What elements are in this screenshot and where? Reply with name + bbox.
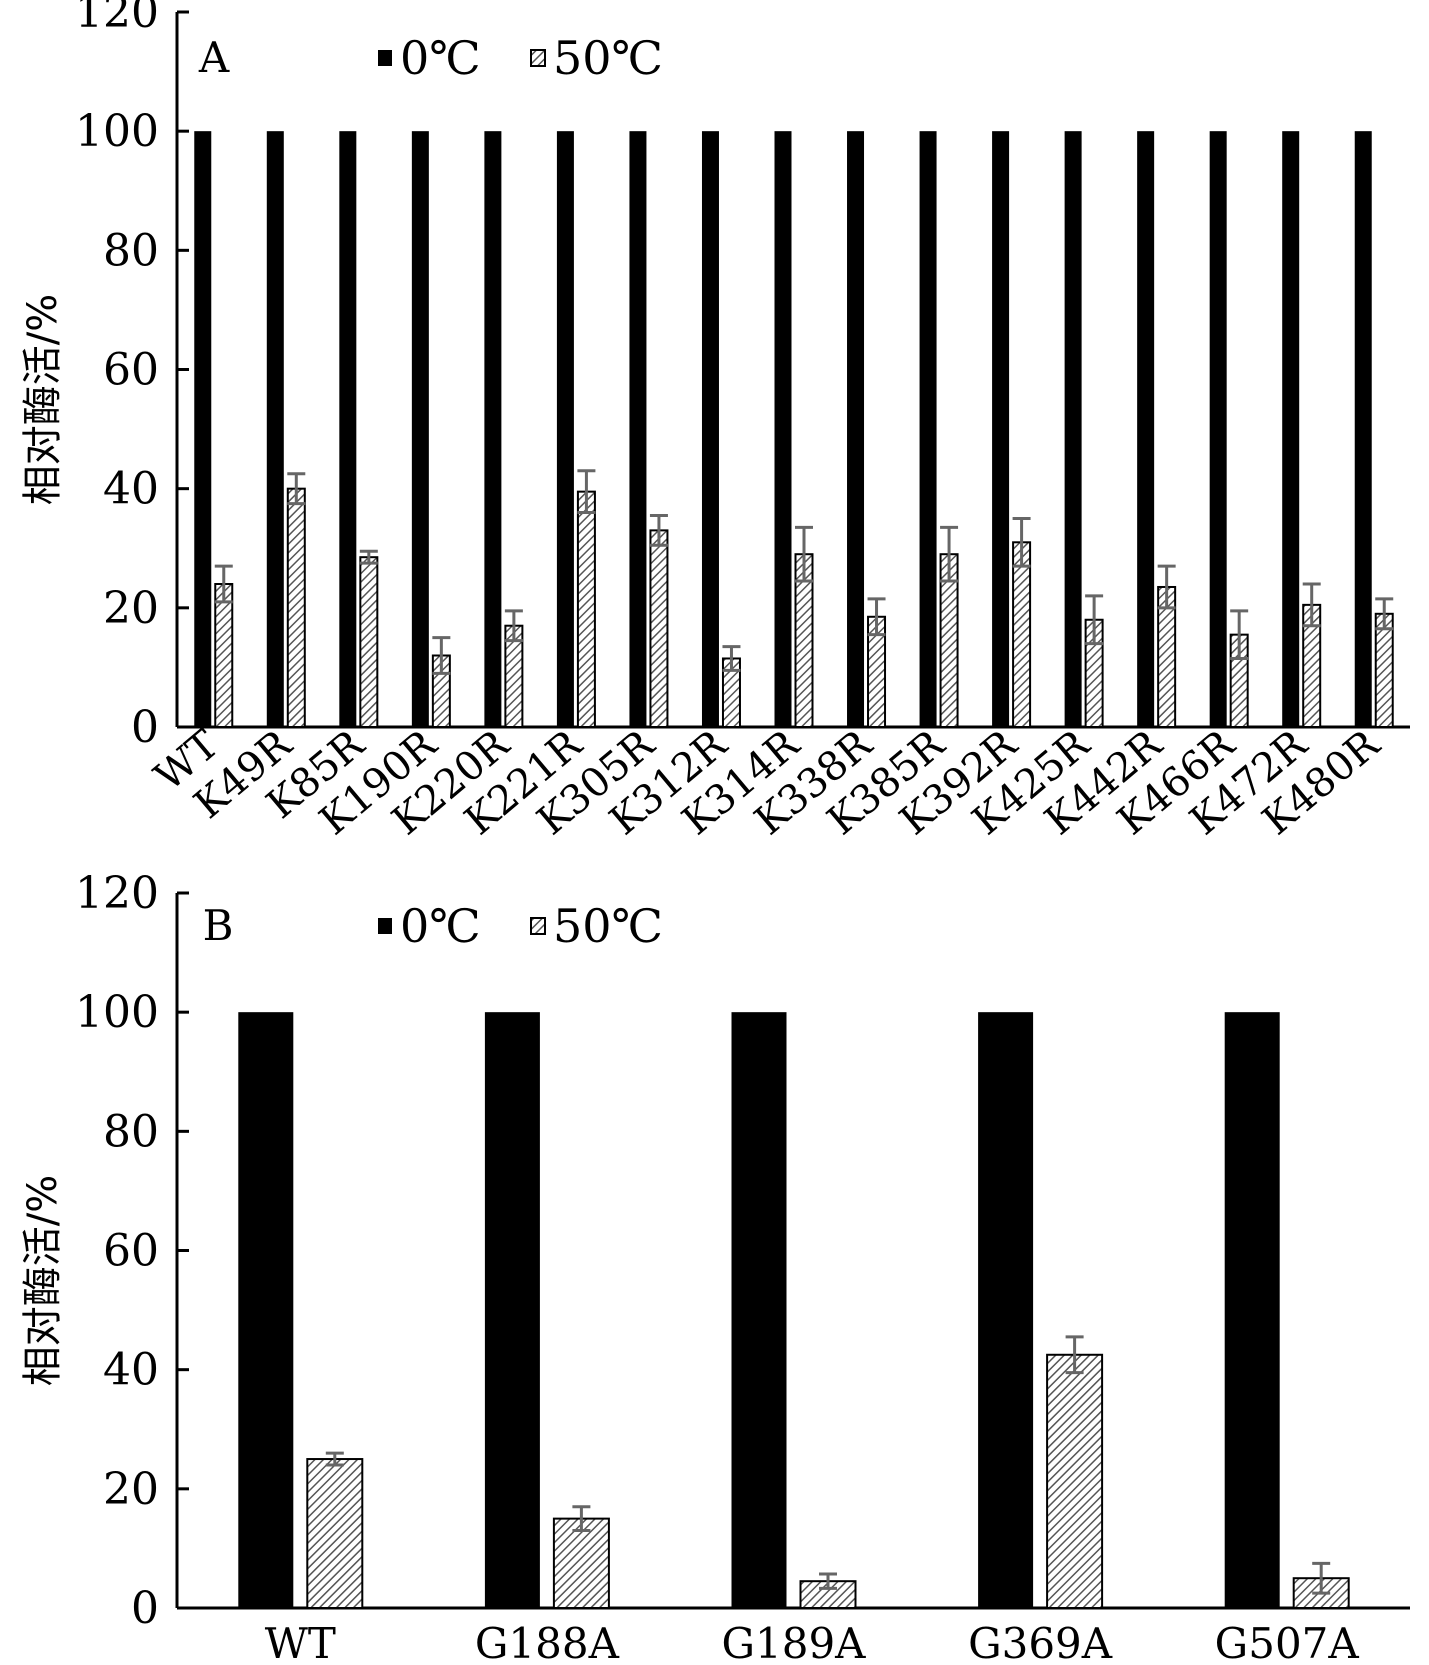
y-tick-label: 40 xyxy=(103,1345,159,1396)
bar xyxy=(339,131,357,727)
bar xyxy=(1354,131,1372,727)
legend-swatch xyxy=(378,918,392,934)
bar xyxy=(214,583,234,728)
bar xyxy=(1012,541,1032,729)
chart-panel-b: 0 20 40 60 80 100 120 相对酶活/% B 0℃ 50℃ WT G188A G189A G… xyxy=(20,868,1410,1665)
y-tick-label: 40 xyxy=(103,464,159,515)
bar xyxy=(978,1012,1034,1608)
y-tick-label: 60 xyxy=(103,345,159,396)
y-axis-title: 相对酶活/% xyxy=(20,1175,66,1386)
bar xyxy=(1046,1353,1104,1610)
legend-swatch xyxy=(530,49,546,67)
x-tick-label: WT xyxy=(265,1619,336,1665)
bar xyxy=(552,1517,610,1609)
y-tick-label: 80 xyxy=(103,1106,159,1157)
y-tick-label: 20 xyxy=(103,583,159,634)
bar xyxy=(1064,131,1082,727)
bar xyxy=(649,529,669,728)
legend-label: 50℃ xyxy=(553,31,663,85)
bar xyxy=(194,131,212,727)
bar xyxy=(286,487,306,728)
panel-label: A xyxy=(198,33,230,82)
bar xyxy=(306,1458,364,1609)
x-tick-label: G188A xyxy=(475,1619,620,1665)
y-tick-label: 80 xyxy=(103,225,159,276)
bar xyxy=(774,131,792,727)
x-tick-label: G507A xyxy=(1215,1619,1360,1665)
bar xyxy=(1137,131,1155,727)
bar xyxy=(266,131,284,727)
bar xyxy=(1374,612,1394,729)
legend-swatch xyxy=(378,50,392,66)
bar xyxy=(1282,131,1300,727)
bar xyxy=(576,490,596,729)
y-tick-label: 0 xyxy=(131,1583,159,1634)
panel-label: B xyxy=(203,901,234,950)
y-tick-label: 120 xyxy=(75,868,159,919)
legend-swatch xyxy=(530,917,546,935)
y-tick-label: 100 xyxy=(75,106,159,157)
bar xyxy=(629,131,647,727)
bar xyxy=(1209,131,1227,727)
bar xyxy=(1224,1012,1280,1608)
y-tick-label: 0 xyxy=(131,702,159,753)
y-tick-label: 100 xyxy=(75,987,159,1038)
y-tick-label: 60 xyxy=(103,1226,159,1277)
bar xyxy=(238,1012,294,1608)
bar xyxy=(701,131,719,727)
x-tick-label: G369A xyxy=(968,1619,1113,1665)
bar xyxy=(847,131,865,727)
x-tick-label: G189A xyxy=(721,1619,866,1665)
bar xyxy=(919,131,937,727)
bar xyxy=(359,556,379,728)
legend-label: 0℃ xyxy=(400,31,481,85)
bar xyxy=(731,1012,787,1608)
legend-label: 50℃ xyxy=(553,899,663,953)
bar xyxy=(484,1012,540,1608)
y-axis-title: 相对酶活/% xyxy=(20,294,66,505)
y-tick-label: 120 xyxy=(75,0,159,38)
bar xyxy=(411,131,429,727)
bar xyxy=(484,131,502,727)
legend-label: 0℃ xyxy=(400,899,481,953)
y-tick-label: 20 xyxy=(103,1464,159,1515)
bar xyxy=(992,131,1010,727)
bar xyxy=(556,131,574,727)
